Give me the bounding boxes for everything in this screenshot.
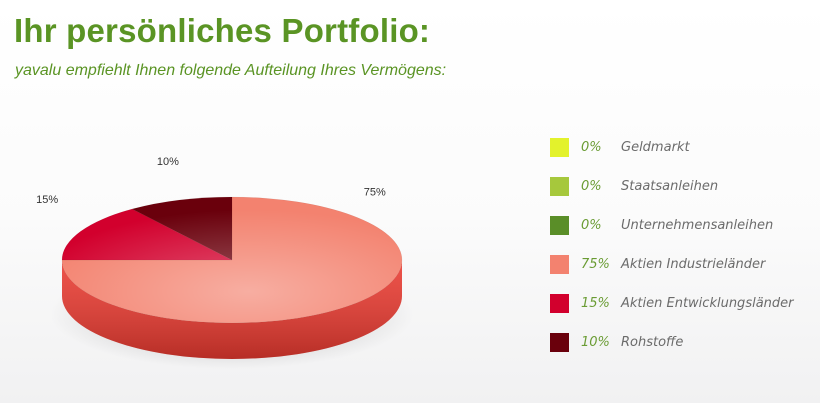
pie-wall-shade: [62, 260, 402, 359]
legend-percent: 0%: [581, 139, 602, 155]
legend-percent: 0%: [581, 217, 602, 233]
legend-label: Aktien Industrieländer: [621, 257, 766, 273]
legend-item: 0% Unternehmensanleihen: [550, 215, 810, 235]
legend-item: 10% Rohstoffe: [550, 333, 810, 353]
legend-item: 0% Staatsanleihen: [550, 176, 810, 196]
chart-legend: 0% Geldmarkt 0% Staatsanleihen 0% Unternehmen…: [550, 137, 810, 372]
legend-label: Rohstoffe: [621, 335, 684, 351]
pie-label-rohstoffe: 10%: [157, 156, 179, 168]
pie-top-sheen: [62, 197, 402, 323]
pie-label-aktien-entwicklungsländer: 15%: [36, 194, 58, 206]
legend-swatch: [550, 294, 569, 314]
legend-swatch: [550, 255, 569, 275]
page-subtitle: yavalu empfiehlt Ihnen folgende Aufteilu…: [15, 62, 447, 79]
legend-swatch: [550, 333, 569, 353]
legend-item: 0% Geldmarkt: [550, 137, 810, 157]
legend-item: 75% Aktien Industrieländer: [550, 255, 810, 275]
legend-label: Aktien Entwicklungsländer: [621, 296, 794, 312]
legend-label: Geldmarkt: [621, 139, 690, 155]
legend-percent: 15%: [581, 296, 610, 312]
legend-percent: 0%: [581, 178, 602, 194]
legend-percent: 10%: [581, 335, 610, 351]
legend-swatch: [550, 215, 569, 235]
legend-label: Staatsanleihen: [621, 178, 719, 194]
pie-label-aktien-industrieländer: 75%: [364, 187, 386, 199]
legend-swatch: [550, 137, 569, 157]
legend-label: Unternehmensanleihen: [621, 217, 774, 233]
legend-swatch: [550, 176, 569, 196]
legend-item: 15% Aktien Entwicklungsländer: [550, 294, 810, 314]
legend-percent: 75%: [581, 257, 610, 273]
page-title: Ihr persönliches Portfolio:: [14, 12, 431, 49]
